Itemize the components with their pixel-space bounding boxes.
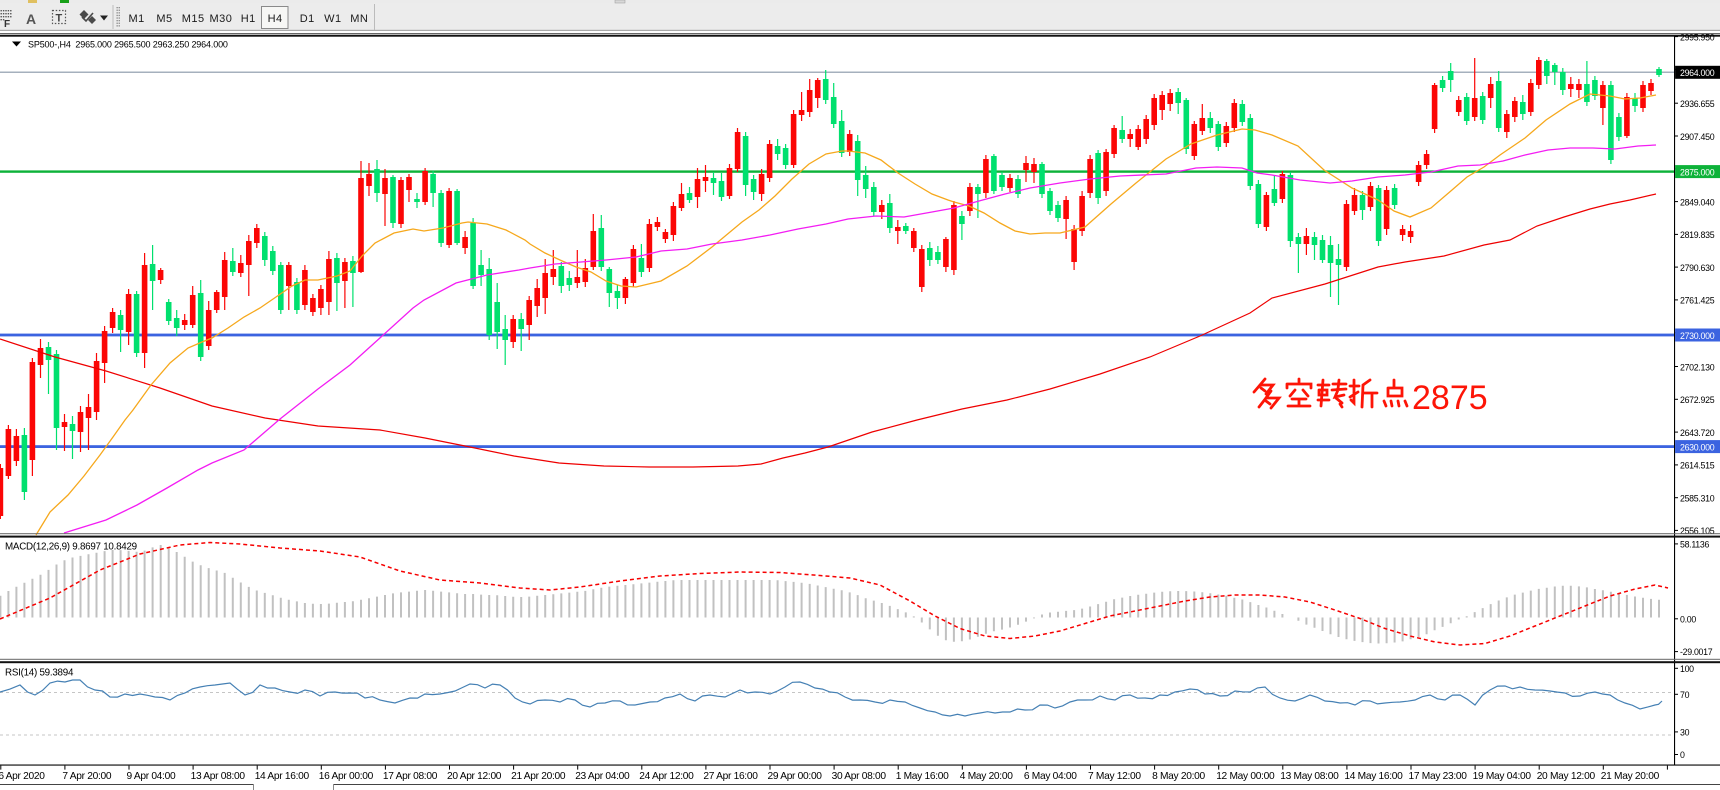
svg-text:T: T — [56, 13, 63, 25]
svg-text:2556.105: 2556.105 — [1680, 526, 1715, 536]
svg-text:19 May 04:00: 19 May 04:00 — [1473, 771, 1532, 782]
svg-text:M30: M30 — [210, 13, 233, 25]
svg-text:2643.720: 2643.720 — [1680, 428, 1715, 438]
svg-text:M1: M1 — [129, 13, 145, 25]
svg-text:D1: D1 — [300, 13, 315, 25]
svg-text:2875.000: 2875.000 — [1680, 167, 1715, 177]
svg-text:2875: 2875 — [1412, 379, 1488, 417]
svg-text:H4: H4 — [268, 13, 283, 25]
svg-text:SP500-,H4 2965.000 2965.500 2: SP500-,H4 2965.000 2965.500 2963.250 296… — [28, 40, 228, 50]
svg-text:14 Apr 16:00: 14 Apr 16:00 — [255, 771, 310, 782]
svg-text:12 May 00:00: 12 May 00:00 — [1216, 771, 1275, 782]
svg-text:2672.925: 2672.925 — [1680, 395, 1715, 405]
svg-text:MACD(12,26,9) 9.8697 10.8429: MACD(12,26,9) 9.8697 10.8429 — [5, 542, 137, 553]
svg-text:100: 100 — [1680, 664, 1694, 674]
svg-text:W1: W1 — [324, 13, 342, 25]
svg-text:17 Apr 08:00: 17 Apr 08:00 — [383, 771, 438, 782]
svg-text:2702.130: 2702.130 — [1680, 362, 1715, 372]
svg-text:1 May 16:00: 1 May 16:00 — [896, 771, 949, 782]
svg-text:H1: H1 — [241, 13, 256, 25]
svg-text:2849.040: 2849.040 — [1680, 197, 1715, 207]
svg-text:21 Apr 20:00: 21 Apr 20:00 — [511, 771, 566, 782]
svg-text:4 May 20:00: 4 May 20:00 — [960, 771, 1013, 782]
svg-text:2819.835: 2819.835 — [1680, 230, 1715, 240]
svg-text:M15: M15 — [182, 13, 205, 25]
svg-text:13 Apr 08:00: 13 Apr 08:00 — [191, 771, 246, 782]
svg-text:27 Apr 16:00: 27 Apr 16:00 — [703, 771, 758, 782]
svg-text:2614.515: 2614.515 — [1680, 461, 1715, 471]
svg-text:2995.950: 2995.950 — [1680, 32, 1715, 42]
svg-text:2964.000: 2964.000 — [1680, 68, 1715, 78]
svg-text:9 Apr 04:00: 9 Apr 04:00 — [127, 771, 176, 782]
svg-text:0: 0 — [1680, 750, 1685, 760]
svg-text:-29.0017: -29.0017 — [1680, 647, 1713, 657]
svg-text:17 May 23:00: 17 May 23:00 — [1409, 771, 1468, 782]
svg-text:2585.310: 2585.310 — [1680, 494, 1715, 504]
svg-text:30: 30 — [1680, 727, 1690, 737]
svg-text:13 May 08:00: 13 May 08:00 — [1280, 771, 1339, 782]
svg-text:2761.425: 2761.425 — [1680, 296, 1715, 306]
svg-text:23 Apr 04:00: 23 Apr 04:00 — [575, 771, 630, 782]
svg-text:16 Apr 00:00: 16 Apr 00:00 — [319, 771, 374, 782]
svg-text:0.00: 0.00 — [1680, 614, 1696, 624]
svg-text:F: F — [4, 19, 10, 30]
svg-text:30 Apr 08:00: 30 Apr 08:00 — [832, 771, 887, 782]
svg-text:20 Apr 12:00: 20 Apr 12:00 — [447, 771, 502, 782]
svg-text:6 May 04:00: 6 May 04:00 — [1024, 771, 1077, 782]
svg-text:2936.655: 2936.655 — [1680, 99, 1715, 109]
svg-text:A: A — [26, 11, 36, 27]
svg-text:2730.000: 2730.000 — [1680, 331, 1715, 341]
svg-text:7 May 12:00: 7 May 12:00 — [1088, 771, 1141, 782]
svg-text:6 Apr 2020: 6 Apr 2020 — [0, 771, 45, 782]
svg-text:2907.450: 2907.450 — [1680, 132, 1715, 142]
svg-text:14 May 16:00: 14 May 16:00 — [1344, 771, 1403, 782]
svg-text:M5: M5 — [156, 13, 172, 25]
svg-text:MN: MN — [350, 13, 368, 25]
svg-text:RSI(14) 59.3894: RSI(14) 59.3894 — [5, 668, 74, 679]
svg-text:21 May 20:00: 21 May 20:00 — [1601, 771, 1660, 782]
svg-text:8 May 20:00: 8 May 20:00 — [1152, 771, 1205, 782]
svg-text:20 May 12:00: 20 May 12:00 — [1537, 771, 1596, 782]
svg-text:58.1136: 58.1136 — [1680, 539, 1709, 549]
svg-text:29 Apr 00:00: 29 Apr 00:00 — [768, 771, 823, 782]
svg-text:2790.630: 2790.630 — [1680, 263, 1715, 273]
svg-text:24 Apr 12:00: 24 Apr 12:00 — [639, 771, 694, 782]
svg-text:2630.000: 2630.000 — [1680, 442, 1715, 452]
svg-text:7 Apr 20:00: 7 Apr 20:00 — [62, 771, 111, 782]
svg-text:70: 70 — [1680, 690, 1690, 700]
